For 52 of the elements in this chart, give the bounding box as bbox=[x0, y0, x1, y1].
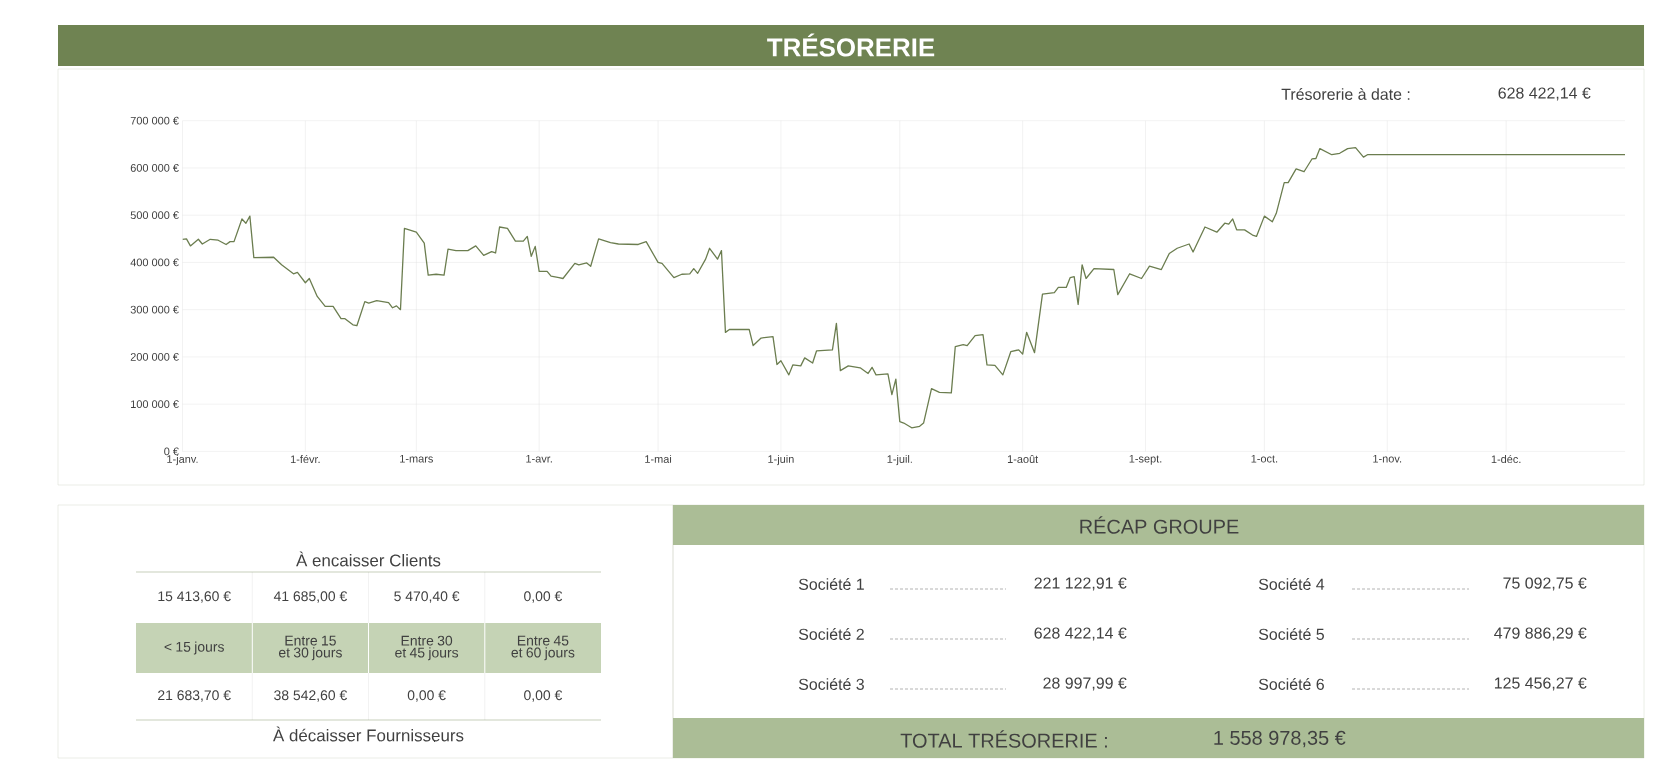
text: 75 092,75 € bbox=[1503, 577, 1587, 591]
text: 0,00 € bbox=[407, 690, 446, 702]
text: 125 456,27 € bbox=[1494, 677, 1587, 691]
text: 15 413,60 € bbox=[158, 591, 231, 603]
text: Trésorerie à date : bbox=[1281, 88, 1410, 100]
text: 628 422,14 € bbox=[1498, 87, 1591, 101]
text: 221 122,91 € bbox=[1034, 577, 1127, 591]
y-tick-label: 600 000 € bbox=[130, 164, 179, 172]
x-tick-label: 1-mars bbox=[400, 454, 433, 463]
text: 628 422,14 € bbox=[1034, 627, 1127, 641]
y-tick-label: 300 000 € bbox=[130, 305, 179, 314]
y-tick-label: 0 € bbox=[164, 447, 179, 456]
text: 41 685,00 € bbox=[273, 591, 348, 603]
x-tick-label: 1-déc. bbox=[1491, 454, 1521, 464]
x-tick-label: 1-janv. bbox=[167, 454, 198, 466]
category-label: < 15 jours bbox=[164, 641, 224, 655]
text: 5 470,40 € bbox=[394, 591, 460, 603]
chart-title: TRÉSORERIE bbox=[767, 33, 935, 57]
text: 21 683,70 € bbox=[158, 690, 231, 702]
text: RÉCAP GROUPE bbox=[1080, 516, 1239, 534]
category-label: Société 6 bbox=[1258, 678, 1324, 690]
x-tick-label: 1-sept. bbox=[1129, 454, 1162, 465]
x-tick-label: 1-févr. bbox=[290, 454, 320, 464]
category-label: Société 4 bbox=[1258, 578, 1325, 590]
category-label: Société 5 bbox=[1258, 628, 1324, 640]
text: 1 558 978,35 € bbox=[1214, 730, 1346, 748]
category-label: Société 2 bbox=[798, 628, 864, 640]
text: 0,00 € bbox=[524, 690, 563, 702]
text: 479 886,29 € bbox=[1494, 627, 1587, 641]
x-tick-label: 1-oct. bbox=[1251, 454, 1278, 463]
x-tick-label: 1-août bbox=[1007, 454, 1039, 464]
text: 38 542,60 € bbox=[274, 690, 348, 702]
y-tick-label: 100 000 € bbox=[131, 400, 179, 409]
x-tick-label: 1-mai bbox=[645, 454, 672, 463]
category-label: Entre 15 et 30 jours bbox=[278, 635, 342, 661]
x-tick-label: 1-nov. bbox=[1373, 454, 1402, 463]
text: TOTAL TRÉSORERIE : bbox=[900, 730, 1107, 748]
text: 0,00 € bbox=[524, 591, 563, 603]
text: 28 997,99 € bbox=[1043, 677, 1127, 691]
y-tick-label: 200 000 € bbox=[130, 353, 179, 361]
x-tick-label: 1-avr. bbox=[526, 454, 552, 463]
y-tick-label: 400 000 € bbox=[130, 258, 179, 267]
y-tick-label: 500 000 € bbox=[130, 211, 179, 220]
category-label: Entre 45 et 60 jours bbox=[511, 635, 575, 661]
x-tick-label: 1-juin bbox=[768, 454, 794, 466]
text: À encaisser Clients bbox=[296, 551, 441, 567]
category-label: Société 3 bbox=[798, 678, 864, 690]
category-label: Entre 30 et 45 jours bbox=[395, 635, 459, 661]
text: À décaisser Fournisseurs bbox=[272, 726, 464, 742]
x-tick-label: 1-juil. bbox=[887, 454, 912, 466]
y-tick-label: 700 000 € bbox=[130, 116, 179, 125]
category-label: Société 1 bbox=[798, 578, 864, 590]
